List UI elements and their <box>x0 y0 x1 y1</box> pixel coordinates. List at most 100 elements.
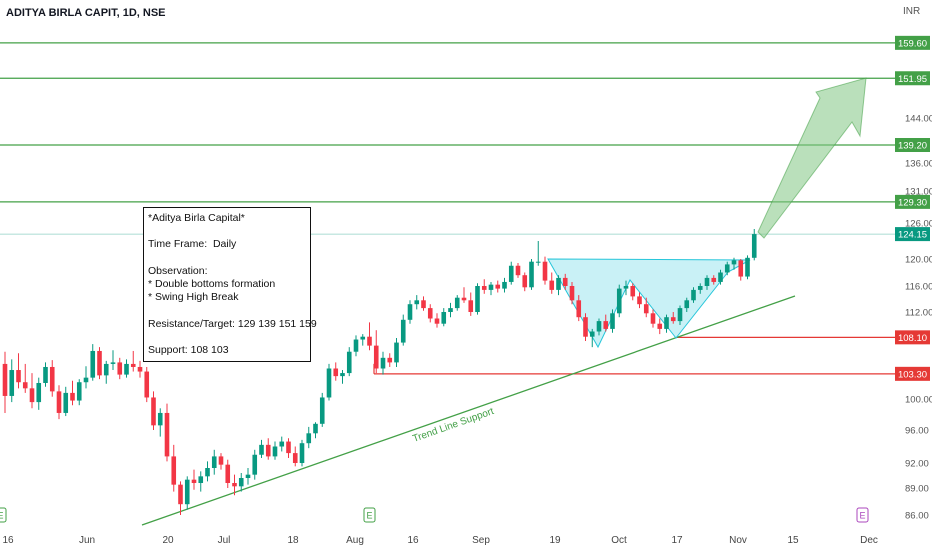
x-tick-label: 19 <box>549 535 561 546</box>
candle-body <box>157 412 163 426</box>
candle-body <box>522 275 528 288</box>
earnings-marker-label: E <box>0 511 4 521</box>
candle-body <box>630 286 636 297</box>
note-support: Support: 108 103 <box>148 344 229 357</box>
candle-body <box>731 260 737 265</box>
candle-body <box>63 392 69 413</box>
x-tick-label: Oct <box>611 535 627 546</box>
candle-body <box>502 281 507 289</box>
candle-body <box>394 342 399 363</box>
candle-body <box>515 265 521 276</box>
level-price-label: 159.60 <box>898 38 927 49</box>
y-tick-label: 116.00 <box>905 282 932 293</box>
candle-body <box>164 412 170 457</box>
candle-body <box>130 363 136 367</box>
y-tick-label: 96.00 <box>905 426 929 437</box>
note-targets: Resistance/Target: 129 139 151 159 <box>148 317 317 330</box>
candle-body <box>495 284 501 289</box>
x-tick-label: Sep <box>472 535 490 546</box>
y-tick-label: 100.00 <box>905 395 932 406</box>
candle-body <box>2 363 8 396</box>
candle-body <box>292 453 298 463</box>
x-tick-label: 20 <box>162 535 174 546</box>
candle-body <box>9 370 15 396</box>
note-timeframe: Time Frame: Daily <box>148 238 237 251</box>
candle-body <box>259 444 264 455</box>
level-price-tag <box>895 366 930 381</box>
candle-body <box>603 321 609 329</box>
x-tick-label: 16 <box>2 535 14 546</box>
candle-body <box>407 304 413 320</box>
candle-body <box>36 382 42 403</box>
candle-body <box>650 313 656 324</box>
candle-body <box>137 366 143 372</box>
currency-label: INR <box>903 6 920 17</box>
candle-body <box>319 397 325 424</box>
candle-body <box>286 441 291 454</box>
candle-body <box>178 484 183 505</box>
candle-body <box>670 317 676 322</box>
y-tick-label: 92.00 <box>905 459 929 470</box>
earnings-marker <box>856 507 869 523</box>
y-tick-label: 136.00 <box>905 159 932 170</box>
candle-body <box>218 456 224 465</box>
candle-body <box>211 456 217 468</box>
candle-body <box>110 362 116 364</box>
x-tick-label: Jul <box>218 535 231 546</box>
candle-body <box>306 433 312 444</box>
candle-body <box>191 479 197 483</box>
level-price-label: 129.30 <box>898 197 927 208</box>
candle-body <box>738 260 744 277</box>
note-title: *Aditya Birla Capital* <box>148 212 245 224</box>
candle-body <box>448 308 453 312</box>
candle-body <box>556 277 561 290</box>
candle-body <box>232 483 237 487</box>
candle-body <box>367 336 372 346</box>
candle-body <box>616 288 622 314</box>
candle-body <box>265 444 271 457</box>
candle-body <box>623 286 629 289</box>
earnings-marker-label: E <box>366 511 372 521</box>
y-tick-label: 112.00 <box>905 308 932 319</box>
candle-body <box>664 317 669 329</box>
last-price-label: 124.15 <box>898 230 927 241</box>
x-tick-label: Jun <box>79 535 95 546</box>
candle-body <box>83 377 89 383</box>
trend-line-support <box>141 295 796 526</box>
candle-body <box>414 300 420 305</box>
candle-body <box>171 456 177 485</box>
candle-body <box>76 382 82 401</box>
x-tick-label: Nov <box>729 535 747 546</box>
candle-body <box>549 280 555 290</box>
candle-body <box>583 317 588 337</box>
candle-body <box>610 313 615 329</box>
candle-body <box>684 300 690 309</box>
candle-body <box>400 319 406 343</box>
level-price-label: 151.95 <box>898 74 927 85</box>
candle-body <box>225 464 231 483</box>
x-tick-label: 16 <box>407 535 419 546</box>
candle-body <box>340 373 345 377</box>
x-tick-label: 15 <box>787 535 799 546</box>
candle-body <box>103 363 109 376</box>
candle-body <box>124 363 129 375</box>
candle-body <box>70 392 75 401</box>
level-price-label: 139.20 <box>898 141 927 152</box>
candle-body <box>90 350 96 378</box>
candle-body <box>117 362 123 375</box>
candle-body <box>272 446 278 457</box>
candle-body <box>238 478 244 487</box>
candle-body <box>380 357 386 369</box>
x-tick-label: Dec <box>860 535 878 546</box>
candle-body <box>49 366 55 392</box>
level-price-tag <box>895 330 930 345</box>
candle-body <box>724 264 730 273</box>
chart-header-symbol[interactable]: ADITYA BIRLA CAPIT, 1D, NSE <box>6 7 166 19</box>
earnings-marker <box>363 507 376 523</box>
level-price-tag <box>895 35 930 50</box>
candle-body <box>184 479 190 505</box>
candle-body <box>657 323 663 329</box>
candle-body <box>29 388 35 403</box>
